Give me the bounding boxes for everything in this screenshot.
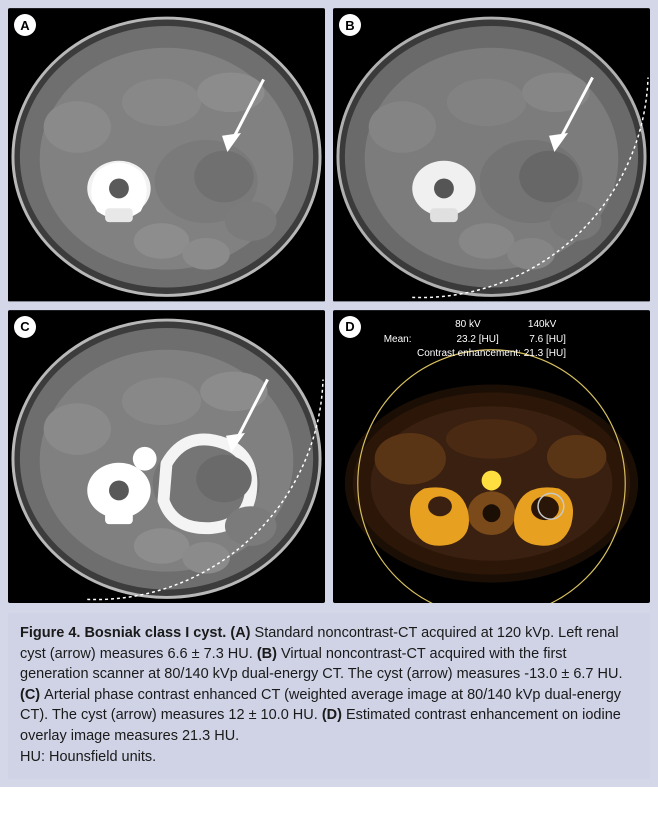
overlay-mean-140: 7.6 [HU] bbox=[529, 333, 599, 347]
panel-d-label: D bbox=[339, 316, 361, 338]
caption-footnote: HU: Hounsfield units. bbox=[20, 749, 156, 765]
overlay-col2-header: 140kV bbox=[528, 318, 598, 332]
ct-image-c bbox=[8, 310, 325, 604]
panel-c: C bbox=[8, 310, 325, 604]
panel-a: A bbox=[8, 8, 325, 302]
panel-d: D 80 kV 140kV Mean: 23.2 [HU] 7.6 [HU] C… bbox=[333, 310, 650, 604]
panel-b: B bbox=[333, 8, 650, 302]
panel-a-label: A bbox=[14, 14, 36, 36]
caption-title: Figure 4. Bosniak class I cyst. bbox=[20, 625, 226, 641]
caption-c-label: (C) bbox=[20, 687, 44, 703]
ct-image-a bbox=[8, 8, 325, 302]
panel-grid: A bbox=[8, 8, 650, 603]
panel-d-overlay: 80 kV 140kV Mean: 23.2 [HU] 7.6 [HU] Con… bbox=[333, 318, 650, 361]
panel-b-label: B bbox=[339, 14, 361, 36]
overlay-mean-label: Mean: bbox=[384, 333, 454, 347]
overlay-mean-80: 23.2 [HU] bbox=[457, 333, 527, 347]
figure-caption: Figure 4. Bosniak class I cyst. (A) Stan… bbox=[8, 613, 650, 779]
caption-a-label: (A) bbox=[230, 625, 254, 641]
figure-container: A bbox=[0, 0, 658, 787]
caption-b-label: (B) bbox=[257, 646, 281, 662]
overlay-col1-header: 80 kV bbox=[455, 318, 525, 332]
ct-image-b bbox=[333, 8, 650, 302]
overlay-contrast: Contrast enhancement: 21.3 [HU] bbox=[333, 347, 650, 361]
panel-c-label: C bbox=[14, 316, 36, 338]
caption-d-label: (D) bbox=[322, 707, 346, 723]
